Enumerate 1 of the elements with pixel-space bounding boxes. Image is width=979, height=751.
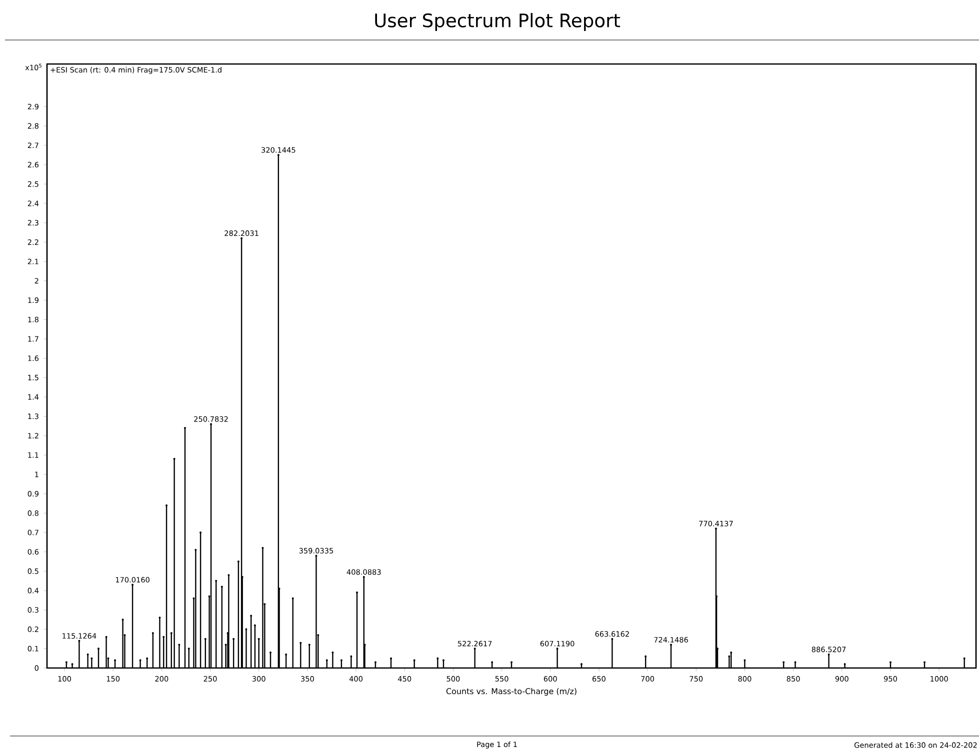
chart-title: User Spectrum Plot Report — [375, 13, 620, 32]
